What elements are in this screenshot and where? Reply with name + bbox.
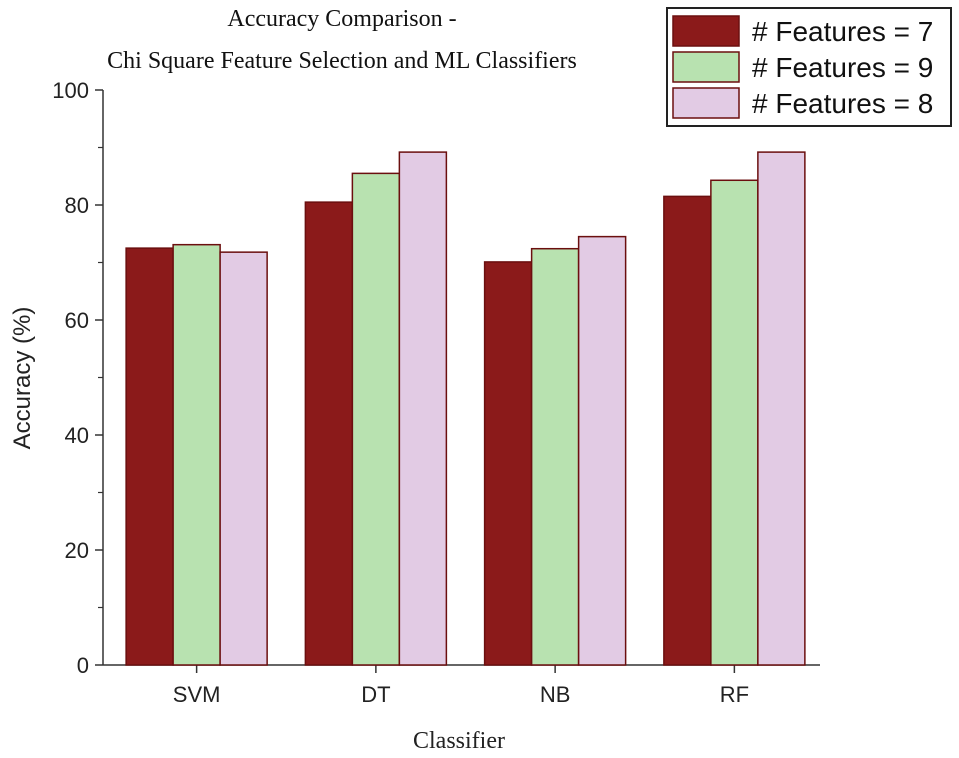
- bar-nb-series-2: [530, 247, 580, 666]
- bar-rf-series-2: [710, 179, 759, 666]
- x-tick-label: DT: [361, 682, 390, 707]
- bar-nb-series-1: [483, 261, 533, 666]
- bars: [125, 151, 806, 666]
- legend-label: # Features = 9: [752, 52, 933, 83]
- legend-swatch: [672, 51, 740, 83]
- legend-swatch: [672, 15, 740, 47]
- x-tick-label: NB: [540, 682, 571, 707]
- y-tick-label: 40: [65, 423, 89, 448]
- legend: # Features = 7 # Features = 9 # Features =…: [666, 7, 952, 127]
- x-tick-label: RF: [720, 682, 749, 707]
- bar-nb-series-3: [577, 235, 627, 666]
- bar-dt-series-2: [351, 172, 401, 666]
- chart-title: Accuracy Comparison - Chi Square Feature…: [107, 6, 577, 74]
- x-tick-label: SVM: [173, 682, 221, 707]
- bar-svm-series-1: [125, 247, 174, 666]
- x-ticks: SVM DT NB RF: [173, 665, 749, 707]
- chart-title-line-2: Chi Square Feature Selection and ML Clas…: [107, 48, 577, 74]
- y-tick-label: 80: [65, 193, 89, 218]
- chart-title-line-1: Accuracy Comparison -: [227, 6, 456, 32]
- bar-dt-series-3: [398, 151, 448, 666]
- x-axis-label: Classifier: [413, 728, 505, 754]
- y-tick-label: 20: [65, 538, 89, 563]
- legend-swatch: [672, 87, 740, 119]
- bar-rf-series-1: [663, 195, 712, 666]
- y-ticks: 0 20 40 60 80 100: [52, 78, 103, 678]
- bar-dt-series-1: [304, 201, 354, 666]
- bar-svm-series-3: [219, 251, 268, 666]
- legend-label: # Features = 7: [752, 16, 933, 47]
- y-tick-label: 0: [77, 653, 89, 678]
- y-tick-label: 100: [52, 78, 89, 103]
- y-axis-label: Accuracy (%): [9, 307, 36, 450]
- bar-rf-series-3: [757, 151, 806, 666]
- legend-label: # Features = 8: [752, 88, 933, 119]
- y-tick-label: 60: [65, 308, 89, 333]
- bar-svm-series-2: [172, 243, 221, 666]
